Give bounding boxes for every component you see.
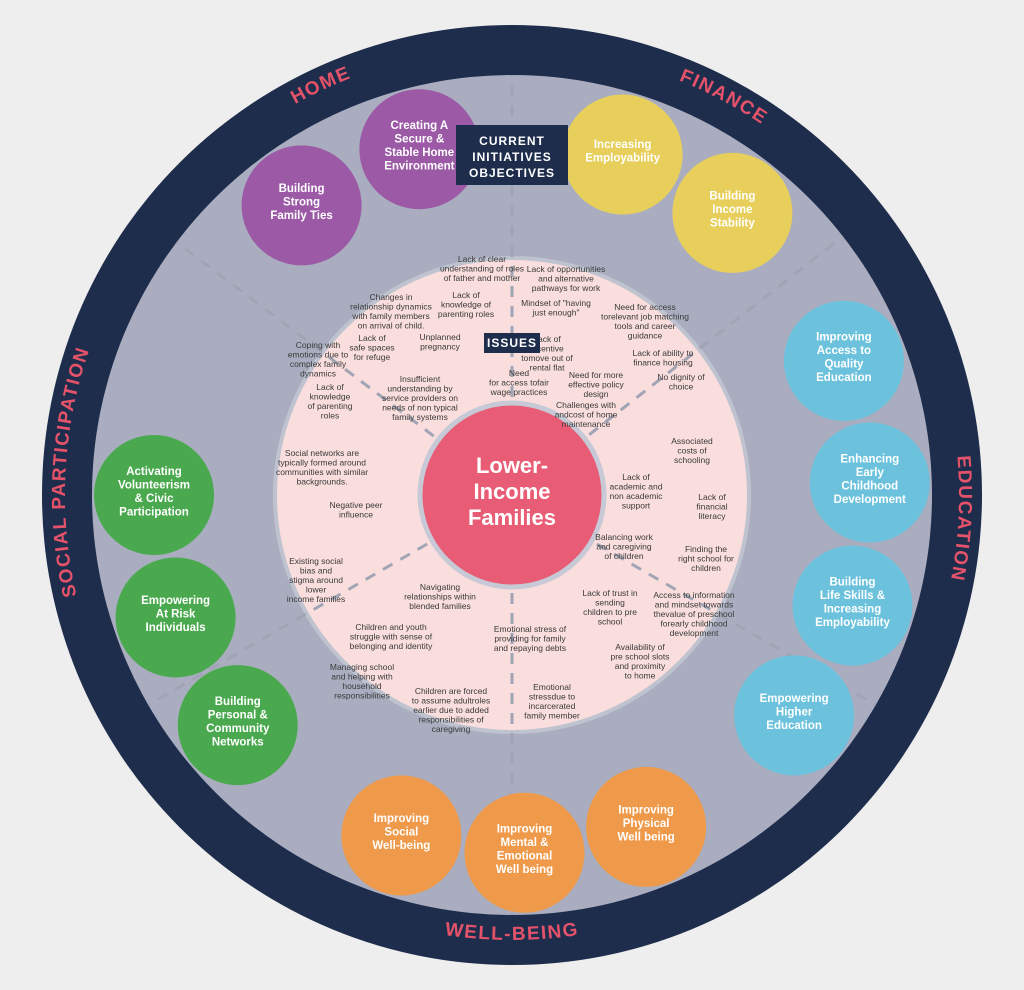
issue-text: Existing socialbias andstigma aroundlowe… (287, 556, 346, 604)
issue-text: Lack of opportunitiesand alternativepath… (527, 264, 605, 293)
issue-text: Managing schooland helping withhousehold… (330, 662, 394, 701)
initiative-label: EnhancingEarlyChildhoodDevelopment (834, 453, 906, 506)
initiative-label: Creating ASecure &Stable HomeEnvironment (384, 120, 454, 173)
issue-text: Challenges withandcost of homemaintenanc… (555, 400, 618, 429)
objectives-banner-text: CURRENTINITIATIVESOBJECTIVES (469, 134, 555, 180)
issue-text: Emotional stress ofproviding for familya… (494, 624, 567, 653)
issue-text: Lack of ability tofinance housing (633, 348, 694, 368)
initiative-label: BuildingPersonal &CommunityNetworks (206, 696, 270, 749)
initiative-label: IncreasingEmployability (585, 139, 660, 165)
issue-text: Unplannedpregnancy (419, 332, 460, 352)
center-title: Lower-IncomeFamilies (468, 453, 556, 530)
issue-text: Children and youthstruggle with sense of… (350, 622, 433, 651)
initiative-label: ImprovingAccess toQualityEducation (816, 332, 872, 385)
issues-banner-text: ISSUES (487, 336, 537, 350)
issue-text: Lack offinancialliteracy (696, 492, 727, 521)
initiative-label: ImprovingPhysicalWell being (617, 804, 674, 843)
radial-diagram: HOMEFINANCEEDUCATIONWELL-BEINGSOCIAL PAR… (0, 0, 1024, 990)
initiative-label: BuildingIncomeStability (709, 190, 755, 229)
initiative-label: ImprovingMental &EmotionalWell being (496, 824, 553, 877)
diagram-stage: { "type": "radial-infographic", "canvas"… (0, 0, 1024, 990)
